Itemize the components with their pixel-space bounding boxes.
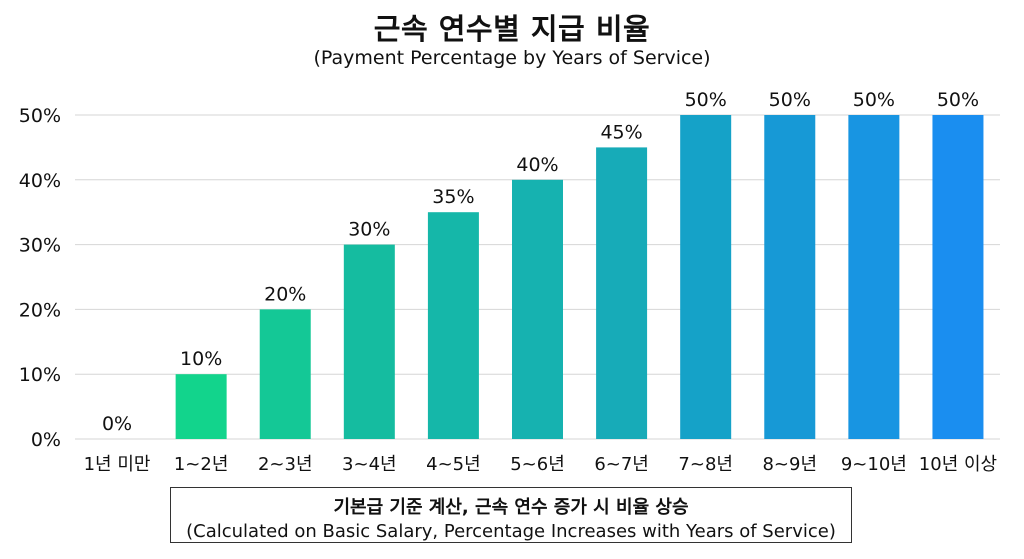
x-tick-label: 8~9년 <box>762 454 817 475</box>
bar-value-label: 50% <box>853 89 895 111</box>
bar-value-label: 20% <box>264 283 306 305</box>
bar-value-label: 50% <box>685 89 727 111</box>
bar-value-label: 45% <box>600 121 642 143</box>
x-tick-label: 10년 이상 <box>919 454 997 475</box>
y-tick-label: 30% <box>19 235 61 257</box>
bar-value-label: 35% <box>432 186 474 208</box>
bar-value-label: 50% <box>937 89 979 111</box>
y-tick-label: 10% <box>19 364 61 386</box>
x-tick-label: 7~8년 <box>678 454 733 475</box>
y-axis-ticks: 0% 10% 20% 30% 40% 50% <box>19 105 61 451</box>
x-tick-label: 5~6년 <box>510 454 565 475</box>
bar-value-label: 10% <box>180 348 222 370</box>
bars <box>175 115 984 440</box>
y-tick-label: 50% <box>19 105 61 127</box>
bar <box>596 147 648 439</box>
bar <box>343 244 395 439</box>
note-line-english: (Calculated on Basic Salary, Percentage … <box>186 521 836 542</box>
x-tick-label: 9~10년 <box>841 454 907 475</box>
x-tick-label: 4~5년 <box>426 454 481 475</box>
chart-subtitle: (Payment Percentage by Years of Service) <box>313 47 711 69</box>
bar <box>175 374 227 439</box>
chart-title: 근속 연수별 지급 비율 <box>373 12 651 46</box>
y-tick-label: 0% <box>31 429 61 451</box>
bar <box>680 115 732 439</box>
bar <box>932 115 984 439</box>
bar <box>259 309 311 439</box>
note-box: 기본급 기준 계산, 근속 연수 증가 시 비율 상승 (Calculated … <box>170 487 852 543</box>
x-tick-label: 2~3년 <box>258 454 313 475</box>
bar <box>427 212 479 439</box>
y-tick-label: 40% <box>19 170 61 192</box>
y-tick-label: 20% <box>19 299 61 321</box>
bar-value-label: 40% <box>516 154 558 176</box>
note-line-korean: 기본급 기준 계산, 근속 연수 증가 시 비율 상승 <box>333 497 689 518</box>
bar-value-label: 50% <box>769 89 811 111</box>
x-tick-label: 1~2년 <box>174 454 229 475</box>
value-labels: 0% 10% 20% 30% 35% 40% 45% 50% 50% 50% 50% <box>102 89 979 435</box>
x-axis-ticks: 1년 미만 1~2년 2~3년 3~4년 4~5년 5~6년 6~7년 7~8년 8~9년 9~1… <box>84 454 997 475</box>
x-tick-label: 6~7년 <box>594 454 649 475</box>
x-tick-label: 1년 미만 <box>84 454 151 475</box>
bar <box>848 115 900 439</box>
x-tick-label: 3~4년 <box>342 454 397 475</box>
bar <box>764 115 816 439</box>
bar <box>512 179 563 440</box>
bar-value-label: 0% <box>102 413 132 435</box>
bar-value-label: 30% <box>348 219 390 241</box>
